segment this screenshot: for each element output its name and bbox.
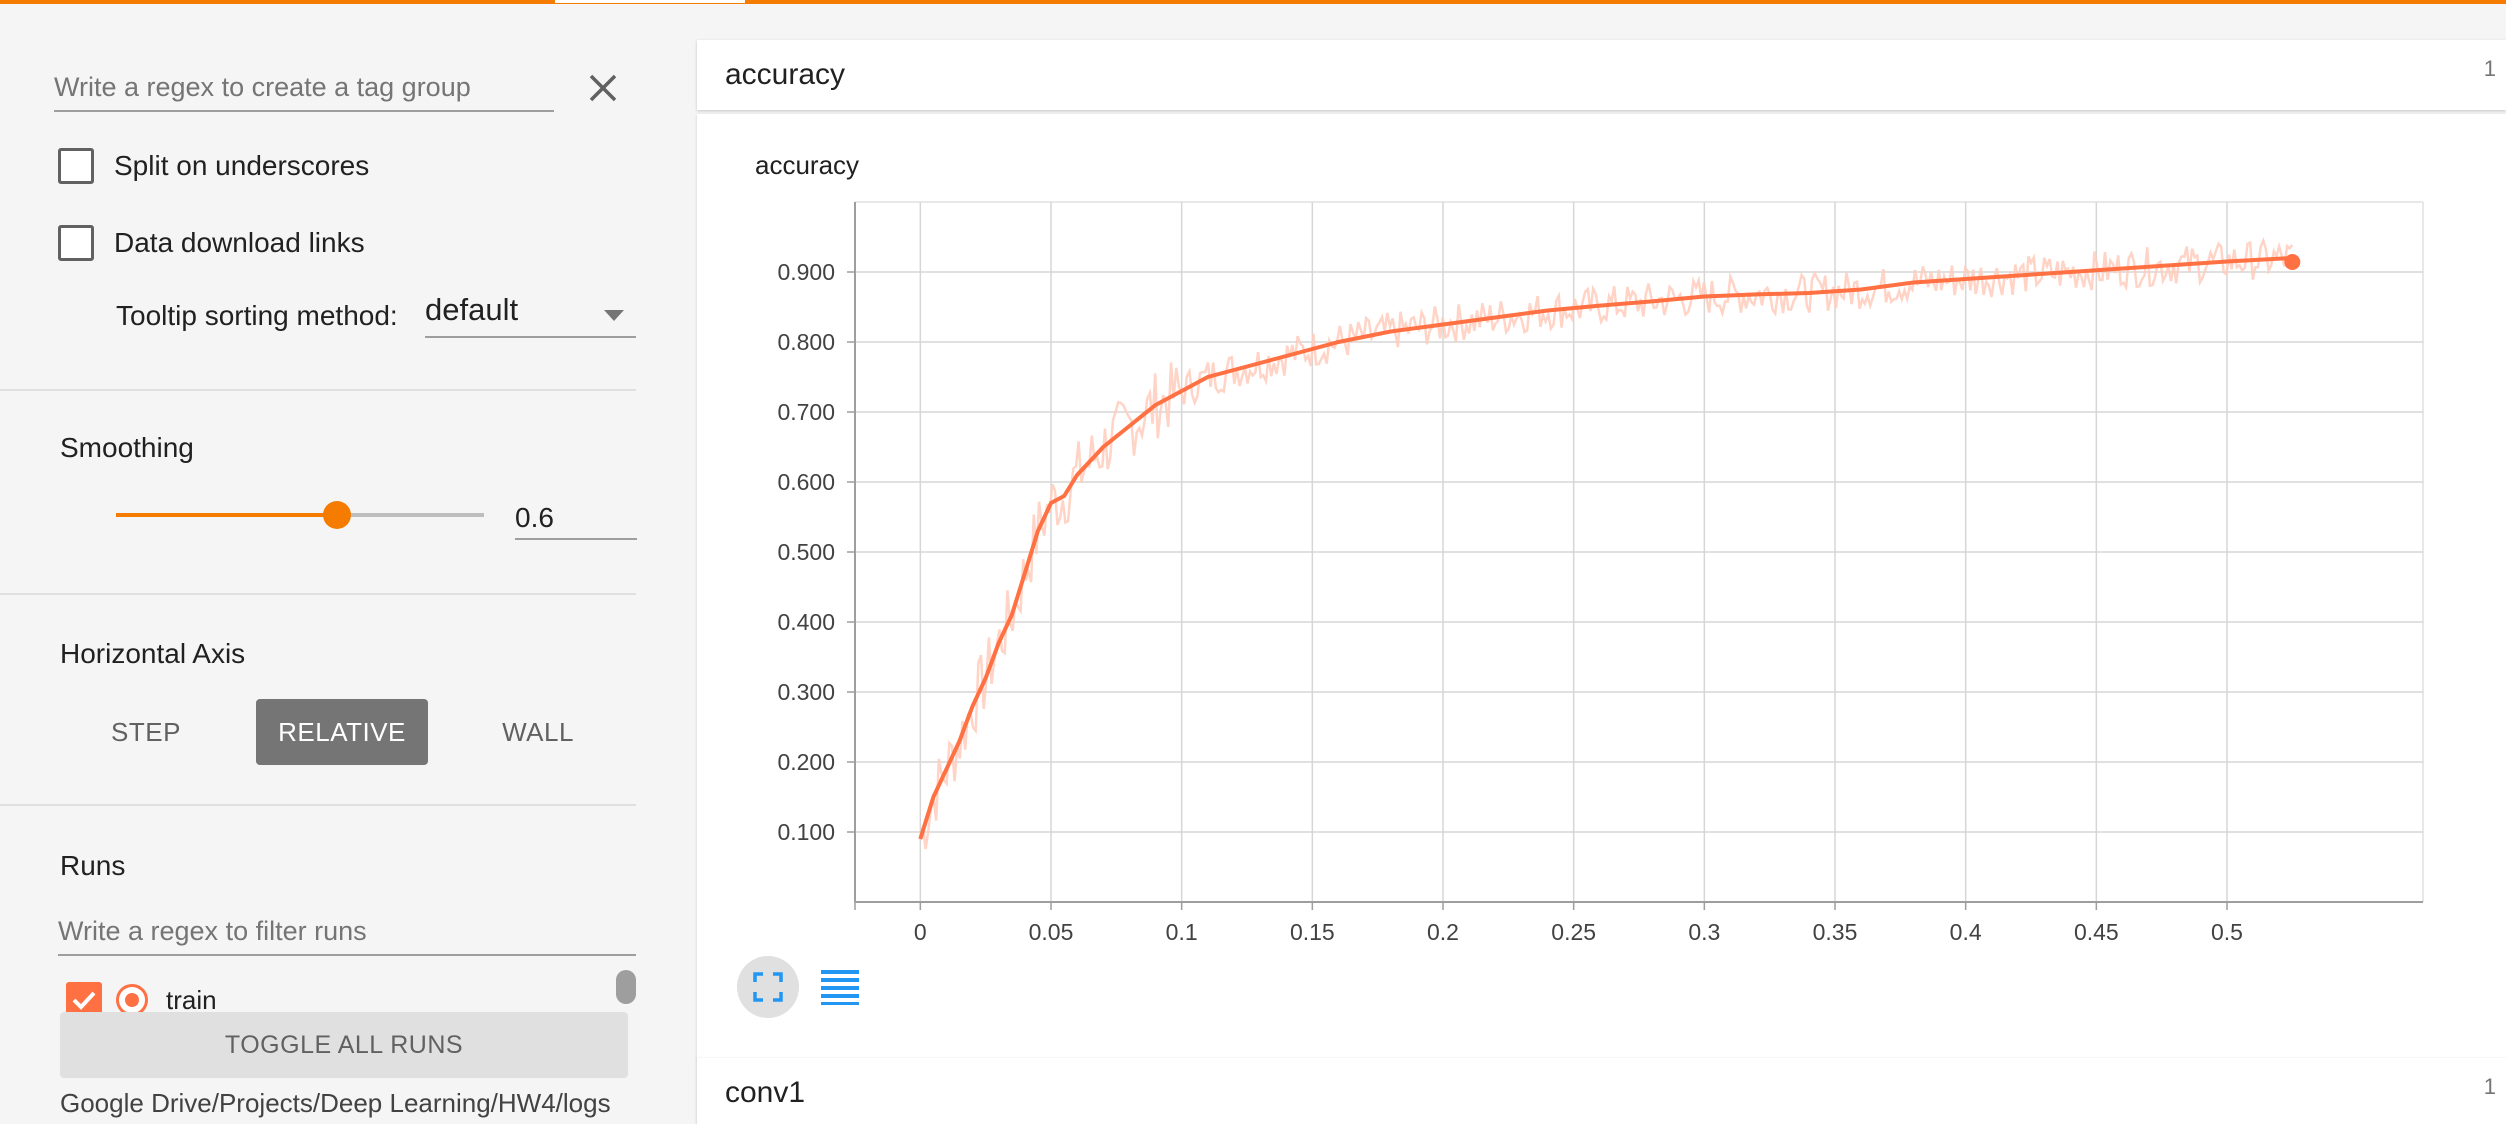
divider	[0, 389, 636, 391]
x-tick-label: 0.5	[2211, 919, 2243, 945]
card-header-conv1[interactable]: conv1 1	[697, 1058, 2506, 1124]
card-count: 1	[2484, 1074, 2496, 1100]
last-point-marker	[2284, 254, 2300, 270]
x-tick-label: 0.15	[1290, 919, 1335, 945]
axis-step-button[interactable]: STEP	[90, 699, 202, 765]
x-tick-label: 0.35	[1813, 919, 1858, 945]
x-tick-label: 0.25	[1551, 919, 1596, 945]
data-download-links-label: Data download links	[114, 227, 365, 259]
checkbox-unchecked-icon[interactable]	[58, 225, 94, 261]
card-title: conv1	[725, 1076, 805, 1110]
tooltip-sorting-label: Tooltip sorting method:	[116, 300, 398, 332]
x-tick-label: 0.1	[1166, 919, 1198, 945]
sidebar: Split on underscores Data download links…	[0, 4, 682, 1122]
smoothing-value-input[interactable]: 0.6	[515, 492, 637, 540]
x-tick-label: 0.4	[1950, 919, 1982, 945]
card-count: 1	[2484, 56, 2496, 82]
y-tick-label: 0.700	[777, 399, 835, 425]
log-directory-path: Google Drive/Projects/Deep Learning/HW4/…	[60, 1088, 611, 1119]
y-tick-label: 0.900	[777, 259, 835, 285]
run-name: train	[166, 985, 217, 1016]
fit-domain-icon[interactable]	[737, 956, 799, 1018]
y-tick-label: 0.600	[777, 469, 835, 495]
divider	[0, 804, 636, 806]
series-line-train	[920, 258, 2292, 839]
y-tick-label: 0.100	[777, 819, 835, 845]
runs-scrollbar-thumb[interactable]	[616, 970, 636, 1004]
checkbox-unchecked-icon[interactable]	[58, 148, 94, 184]
x-tick-label: 0	[914, 919, 927, 945]
runs-title: Runs	[60, 850, 125, 882]
tag-group-regex-input[interactable]	[54, 64, 554, 112]
smoothing-title: Smoothing	[60, 432, 194, 464]
series-raw-line	[920, 241, 2292, 849]
accuracy-chart[interactable]: 0.100 0.200 0.300 0.400 0.500 0.600 0.700 0.800…	[697, 114, 2506, 1060]
runs-filter-input[interactable]	[58, 908, 636, 956]
smoothing-value: 0.6	[515, 502, 554, 534]
x-tick-label: 0.3	[1688, 919, 1720, 945]
y-tick-label: 0.400	[777, 609, 835, 635]
active-tab-indicator	[555, 0, 745, 3]
close-icon[interactable]	[583, 68, 623, 108]
tooltip-sorting-value: default	[425, 292, 518, 328]
split-on-underscores-label: Split on underscores	[114, 150, 369, 182]
smoothing-slider-fill	[116, 513, 337, 517]
axis-relative-button[interactable]: RELATIVE	[256, 699, 428, 765]
x-tick-label: 0.05	[1029, 919, 1074, 945]
smoothing-slider-thumb[interactable]	[323, 501, 351, 529]
toggle-all-runs-button[interactable]: TOGGLE ALL RUNS	[60, 1012, 628, 1078]
y-tick-label: 0.200	[777, 749, 835, 775]
x-tick-label: 0.45	[2074, 919, 2119, 945]
horizontal-axis-title: Horizontal Axis	[60, 638, 245, 670]
y-tick-label: 0.500	[777, 539, 835, 565]
tooltip-sorting-select[interactable]: default	[425, 290, 636, 338]
log-scale-icon[interactable]	[809, 956, 871, 1018]
divider	[0, 593, 636, 595]
y-tick-label: 0.300	[777, 679, 835, 705]
data-download-links-checkbox[interactable]: Data download links	[58, 222, 365, 264]
chevron-down-icon[interactable]	[604, 310, 624, 321]
axis-wall-button[interactable]: WALL	[480, 699, 596, 765]
y-tick-label: 0.800	[777, 329, 835, 355]
split-on-underscores-checkbox[interactable]: Split on underscores	[58, 145, 369, 187]
card-header-accuracy[interactable]: accuracy 1	[697, 40, 2506, 110]
card-title: accuracy	[725, 58, 845, 92]
x-tick-label: 0.2	[1427, 919, 1459, 945]
